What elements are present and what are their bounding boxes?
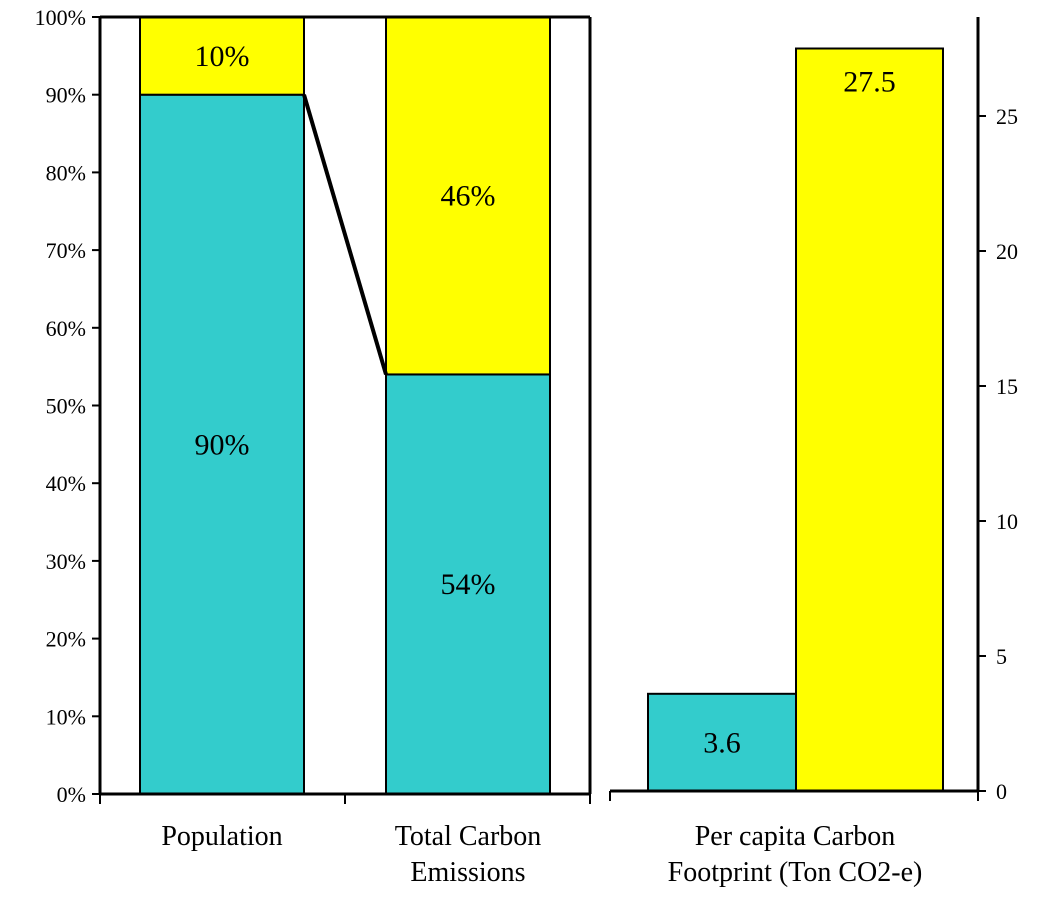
y-tick-label-right-4: 20	[996, 239, 1018, 264]
y-tick-label-right-3: 15	[996, 374, 1018, 399]
data-label-2-1: 54%	[441, 568, 496, 601]
bar-segment-1-2	[139, 16, 305, 96]
y-tick-label-left-10: 100%	[35, 5, 86, 30]
category-label-line: Population	[161, 821, 282, 852]
category-label-1: Population	[161, 821, 282, 852]
y-tick-label-left-2: 20%	[46, 627, 86, 652]
right-bar-chart: 3.6 27.5 0 5 10 15 20 25 Per capita Carbon Footpr…	[609, 17, 1018, 888]
left-stacked-bar-chart: 90% 10% 54% 46% 0% 10% 20% 30% 40% 50% 60% 70% 80% 90…	[35, 5, 592, 888]
y-tick-label-left-3: 30%	[46, 549, 86, 574]
y-tick-label-left-1: 10%	[46, 704, 86, 729]
data-label-2-2: 46%	[441, 180, 496, 213]
data-label-1-2: 10%	[195, 40, 250, 73]
data-label-per-capita-2: 27.5	[843, 66, 896, 99]
y-tick-label-left-0: 0%	[57, 782, 86, 807]
bar-segment-1-1	[139, 93, 305, 795]
bar-segment-2-2	[385, 16, 551, 376]
category-label-2: Total Carbon Emissions	[395, 821, 542, 888]
y-tick-label-left-7: 70%	[46, 238, 86, 263]
y-tick-label-left-4: 40%	[46, 471, 86, 496]
category-label-line: Emissions	[410, 857, 525, 888]
y-tick-label-right-5: 25	[996, 104, 1018, 129]
y-tick-label-right-2: 10	[996, 509, 1018, 534]
data-label-per-capita-1: 3.6	[703, 726, 741, 759]
connector-line	[302, 94, 388, 375]
category-label-line: Per capita Carbon	[695, 821, 896, 852]
bar-per-capita-2	[795, 47, 944, 792]
data-label-1-1: 90%	[195, 428, 250, 461]
category-label-per-capita: Per capita Carbon Footprint (Ton CO2-e)	[668, 821, 923, 888]
category-label-line: Total Carbon	[395, 821, 542, 852]
category-label-line: Footprint (Ton CO2-e)	[668, 857, 923, 888]
y-tick-label-right-0: 0	[996, 779, 1007, 804]
y-tick-label-left-8: 80%	[46, 160, 86, 185]
y-tick-label-left-9: 90%	[46, 83, 86, 108]
y-tick-label-right-1: 5	[996, 644, 1007, 669]
y-tick-label-left-6: 60%	[46, 316, 86, 341]
y-tick-label-left-5: 50%	[46, 394, 86, 419]
